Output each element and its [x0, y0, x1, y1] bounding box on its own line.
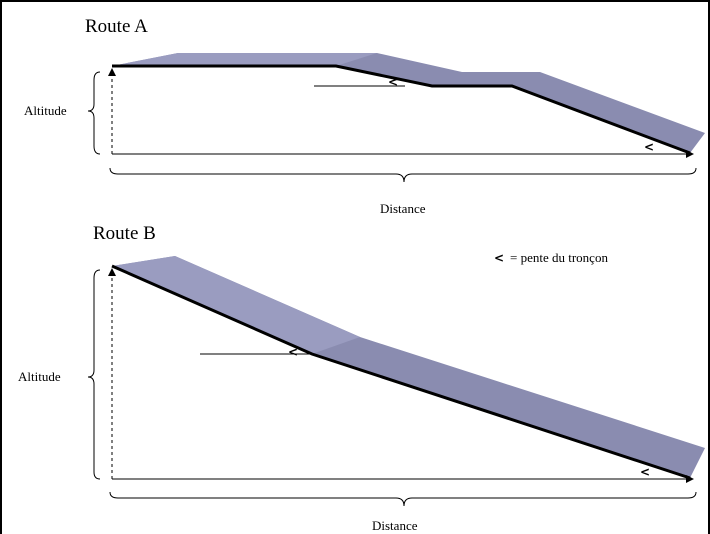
route-b-title: Route B [93, 223, 156, 244]
legend: < = pente du tronçon [494, 250, 608, 265]
route-b-slope-mark-2: < [640, 465, 650, 479]
route-a-profile-line [112, 64, 691, 155]
route-a-title: Route A [85, 16, 148, 37]
legend-symbol: < [494, 251, 504, 265]
route-b-distance-label: Distance [372, 518, 418, 533]
route-b-panel: Route B < = pente du tronçon < < Altitud… [18, 223, 705, 533]
route-b-altitude-label: Altitude [18, 369, 61, 384]
route-a-slope-mark-1: < [388, 75, 398, 89]
route-b-distance-brace [109, 491, 697, 507]
route-a-altitude-label: Altitude [24, 103, 67, 118]
route-a-distance-label: Distance [380, 201, 426, 216]
route-a-road-top [112, 53, 377, 66]
route-a-distance-brace [109, 167, 697, 183]
route-a-altitude-brace [87, 71, 101, 155]
route-a-slope-mark-2: < [644, 140, 654, 154]
route-a-road-surface [112, 53, 705, 153]
route-a-panel: Route A < < Altitude Distance [24, 16, 705, 216]
route-b-altitude-brace [87, 269, 101, 480]
legend-text: = pente du tronçon [510, 250, 608, 265]
route-b-slope-mark-1: < [288, 345, 298, 359]
route-b-road-top [112, 256, 360, 354]
